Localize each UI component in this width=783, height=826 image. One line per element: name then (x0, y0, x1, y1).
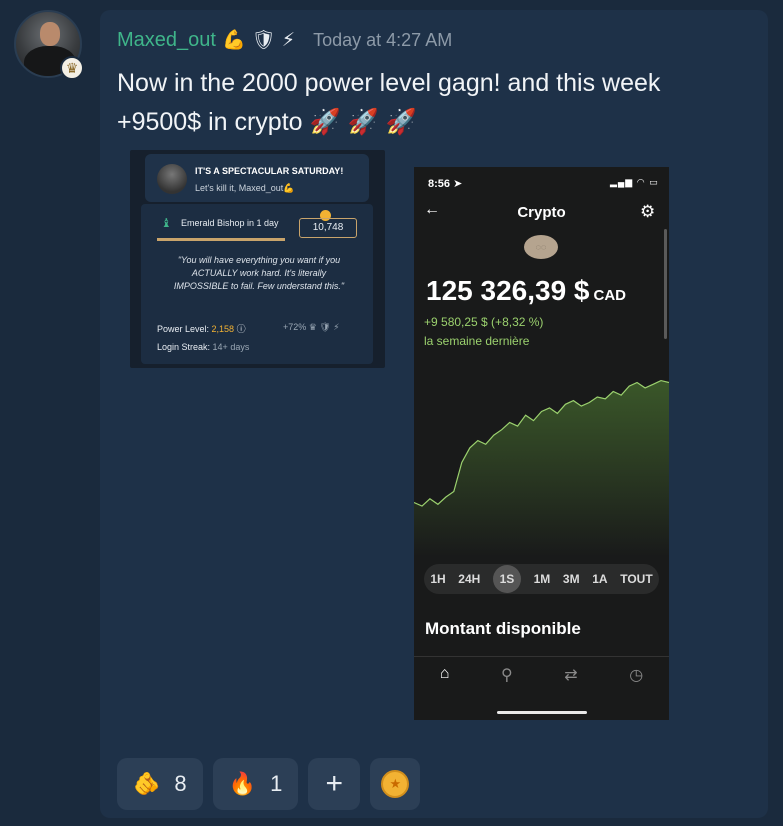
login-streak: Login Streak: 14+ days (157, 342, 250, 352)
gear-icon: ⚙ (640, 202, 656, 221)
rank-label: Emerald Bishop in 1 day (181, 218, 279, 228)
quote-text: "You will have everything you want if yo… (173, 255, 345, 291)
reaction-point[interactable]: 🫵 8 (117, 758, 203, 810)
reactions-bar: 🫵 8 🔥 1 + ★ (117, 758, 421, 810)
fire-emoji-icon: 🔥 (228, 771, 257, 796)
balance-change: +9 580,25 $ (+8,32 %) (424, 315, 544, 329)
message-header: Maxed_out 💪 🛡 ⚡ Today at 4:27 AM (117, 27, 452, 53)
transfer-icon: ⇄ (564, 667, 578, 684)
bishop-icon: ♝ (161, 216, 172, 230)
range-option-1s: 1S (492, 565, 521, 593)
coin-icon (320, 210, 331, 221)
bottom-nav: ⌂ ⚲ ⇄ ◷ (414, 665, 669, 689)
banner-avatar (157, 164, 187, 194)
range-option-1m: 1M (533, 572, 551, 586)
banner-subtitle: Let's kill it, Maxed_out💪 (195, 183, 295, 193)
message-line-1: Now in the 2000 power level gagn! and th… (117, 69, 661, 97)
phone-time: 8:56 ➤ (428, 178, 463, 190)
reaction-count: 1 (270, 771, 283, 796)
section-title: Montant disponible (425, 619, 581, 638)
attachment-image-dashboard[interactable]: IT'S A SPECTACULAR SATURDAY! Let's kill … (130, 150, 385, 368)
change-period: la semaine dernière (424, 334, 530, 348)
range-option-tout: TOUT (620, 572, 653, 586)
banner-title: IT'S A SPECTACULAR SATURDAY! (195, 166, 344, 176)
back-arrow-icon: ← (424, 201, 440, 218)
username-emoji-shield-icon: 🛡 (251, 30, 276, 51)
timestamp: Today at 4:27 AM (313, 29, 453, 50)
rank-progress-bar (157, 238, 285, 241)
history-icon: ◷ (629, 667, 644, 684)
point-emoji-icon: 🫵 (133, 771, 161, 796)
reaction-fire[interactable]: 🔥 1 (212, 758, 299, 810)
username[interactable]: Maxed_out (117, 28, 216, 51)
coin-reaction-button[interactable]: ★ (370, 758, 421, 810)
username-emoji-muscle-icon: 💪 (221, 30, 246, 51)
chart-line (414, 379, 669, 507)
points-pill: 10,748 (299, 218, 357, 238)
username-emoji-lightning-icon: ⚡ (281, 29, 296, 51)
greeting-banner: IT'S A SPECTACULAR SATURDAY! Let's kill … (145, 154, 369, 202)
chart-area (414, 380, 669, 557)
add-reaction-button[interactable]: + (308, 758, 361, 810)
power-level: Power Level: 2,158 ⓘ (157, 324, 246, 334)
range-option-24h: 24H (458, 572, 481, 586)
range-option-1h: 1H (430, 572, 446, 586)
attachment-image-crypto[interactable]: 8:56 ➤ ▂▄▆ ◠ ▭ ← Crypto ⚙ ◌◌ 125 326,39 … (414, 167, 669, 720)
phone-status-icons: ▂▄▆ ◠ ▭ (610, 177, 659, 187)
range-option-3m: 3M (562, 572, 580, 586)
divider (414, 656, 669, 657)
crypto-coin-icon: ◌◌ (524, 235, 558, 259)
screen-title: Crypto (517, 204, 566, 221)
crown-badge-icon: ♛ (60, 56, 84, 80)
message-text: Now in the 2000 power level gagn! and th… (117, 64, 757, 142)
range-option-1a: 1A (592, 572, 608, 586)
boost-percent: +72% ♛ 🛡 ⚡ (283, 322, 340, 332)
search-icon: ⚲ (500, 667, 513, 684)
balance-amount: 125 326,39 $ CAD (426, 275, 626, 306)
home-icon: ⌂ (439, 665, 450, 682)
coin-icon: ★ (381, 770, 410, 798)
stats-panel: ♝ Emerald Bishop in 1 day 10,748 "You wi… (141, 204, 373, 364)
time-range-selector: 1H 24H 1S 1M 3M 1A TOUT (424, 564, 659, 594)
price-chart (414, 379, 669, 557)
message-line-2: +9500$ in crypto 🚀 🚀 🚀 (117, 108, 417, 136)
phone-scrollbar (664, 229, 667, 339)
home-indicator (497, 711, 587, 714)
reaction-count: 8 (174, 771, 187, 796)
